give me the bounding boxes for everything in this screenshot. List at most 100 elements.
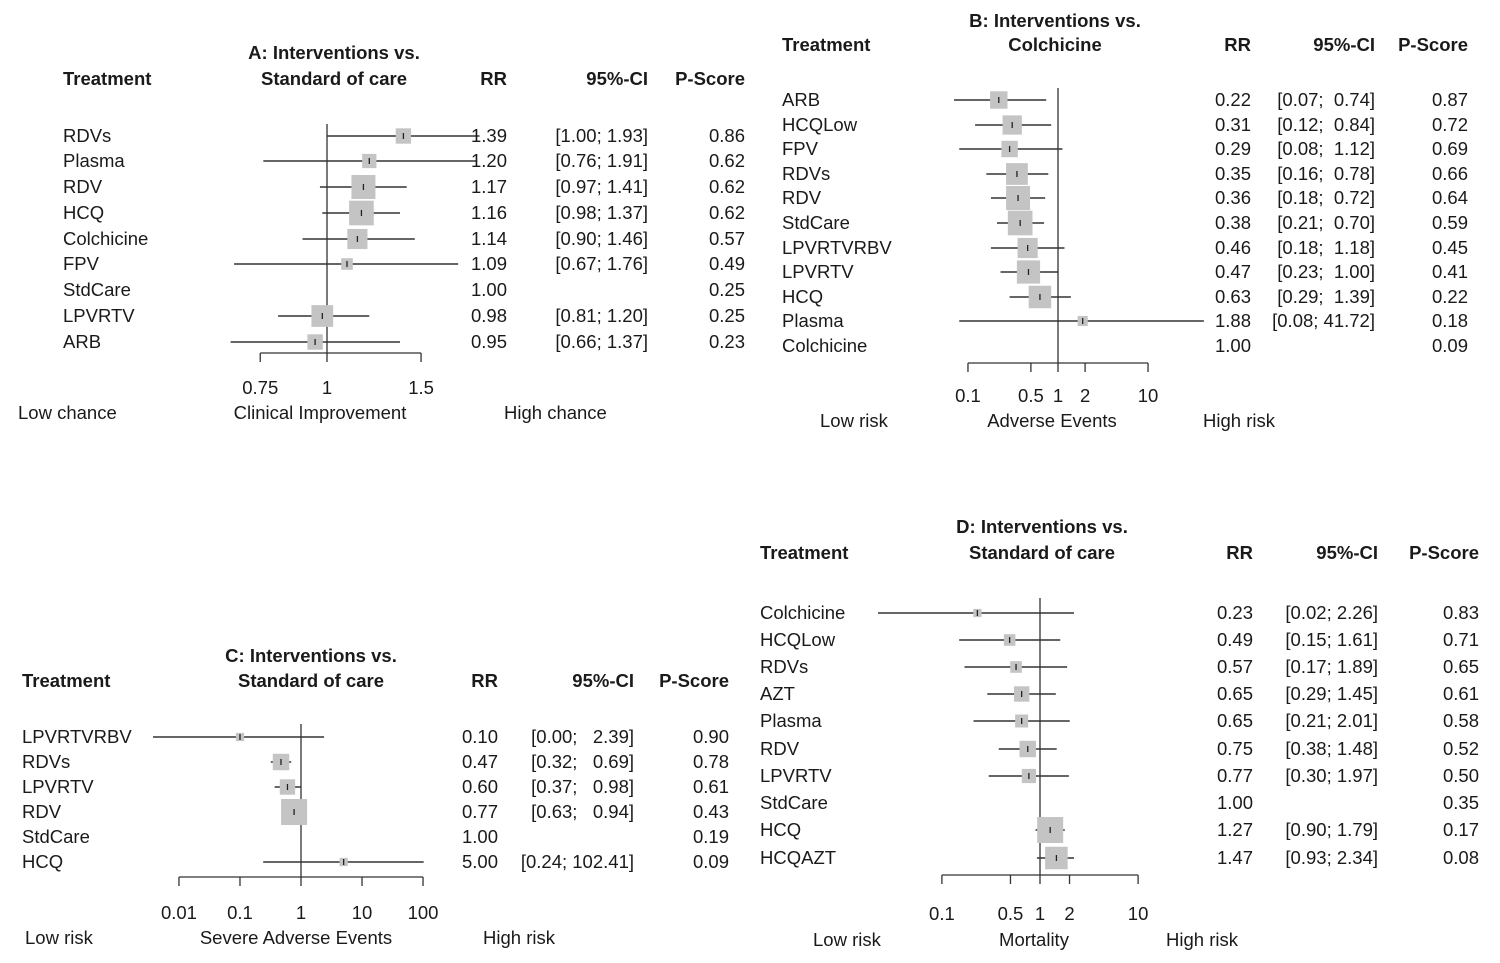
panel-c-header-ci: 95%-CI [572,670,634,691]
panel-b-ci-value: [0.07; 0.74] [1277,89,1375,110]
panel-b-x-tick-label: 0.1 [955,385,981,406]
panel-d-ci-value: [0.17; 1.89] [1285,656,1378,677]
panel-a-row-label: Colchicine [63,228,148,249]
panel-b-pscore-value: 0.69 [1432,138,1468,159]
panel-c-row-label: LPVRTV [22,776,94,797]
panel-d-rr-value: 0.65 [1217,683,1253,704]
panel-c-x-tick-label: 0.01 [161,902,197,923]
panel-c-x-axis-label: Severe Adverse Events [200,927,392,948]
panel-d-ci-value: [0.30; 1.97] [1285,765,1378,786]
panel-d-row-label: Plasma [760,710,822,731]
panel-d-x-tick-label: 1 [1035,903,1045,924]
panel-b-rr-value: 1.88 [1215,310,1251,331]
panel-a-pscore-value: 0.25 [709,279,745,300]
panel-a-left-direction-label: Low chance [18,402,117,423]
panel-d-ci-value: [0.02; 2.26] [1285,602,1378,623]
panel-d-row-label: RDVs [760,656,808,677]
panel-d-header-rr: RR [1226,542,1253,563]
panel-c-x-tick-label: 1 [296,902,306,923]
panel-c-x-tick-label: 0.1 [227,902,253,923]
panel-b-right-direction-label: High risk [1203,410,1276,431]
panel-a-ci-value: [0.98; 1.37] [555,202,648,223]
panel-d-pscore-value: 0.35 [1443,792,1479,813]
panel-b-title: B: Interventions vs. [969,10,1141,31]
panel-d-pscore-value: 0.50 [1443,765,1479,786]
panel-b-rr-value: 0.46 [1215,237,1251,258]
panel-a-ci-value: [0.67; 1.76] [555,253,648,274]
panel-c-x-tick-label: 10 [352,902,373,923]
panel-c-ci-value: [0.24; 102.41] [521,851,634,872]
panel-c-pscore-value: 0.61 [693,776,729,797]
panel-d-row-label: Colchicine [760,602,845,623]
panel-a-ci-value: [0.97; 1.41] [555,176,648,197]
panel-b-rr-value: 0.38 [1215,212,1251,233]
panel-a-x-tick-label: 1.5 [408,377,434,398]
panel-a-header-ci: 95%-CI [586,68,648,89]
panel-d-row-label: HCQLow [760,629,836,650]
panel-b-rr-value: 0.22 [1215,89,1251,110]
panel-b-ci-value: [0.21; 0.70] [1277,212,1375,233]
panel-a-x-tick-label: 0.75 [242,377,278,398]
panel-d-row-label: HCQ [760,819,801,840]
panel-b-x-tick-label: 1 [1053,385,1063,406]
panel-c-ci-value: [0.63; 0.94] [531,801,634,822]
panel-d-pscore-value: 0.58 [1443,710,1479,731]
panel-a-pscore-value: 0.49 [709,253,745,274]
panel-a-header-treatment: Treatment [63,68,151,89]
panel-d-ci-value: [0.29; 1.45] [1285,683,1378,704]
panel-b-ci-value: [0.29; 1.39] [1277,286,1375,307]
panel-b-ci-value: [0.08; 1.12] [1277,138,1375,159]
panel-c-pscore-value: 0.19 [693,826,729,847]
panel-b-ci-value: [0.23; 1.00] [1277,261,1375,282]
panel-c-rr-value: 0.47 [462,751,498,772]
panel-c-x-tick-label: 100 [408,902,439,923]
panel-d-pscore-value: 0.17 [1443,819,1479,840]
panel-b-ci-value: [0.08; 41.72] [1272,310,1375,331]
panel-d-rr-value: 0.23 [1217,602,1253,623]
panel-d-x-tick-label: 2 [1064,903,1074,924]
panel-a-ci-value: [0.76; 1.91] [555,150,648,171]
panel-d-rr-value: 0.49 [1217,629,1253,650]
panel-b-rr-value: 1.00 [1215,335,1251,356]
panel-b-header-pscore: P-Score [1398,34,1468,55]
panel-b-pscore-value: 0.45 [1432,237,1468,258]
panel-b-x-tick-label: 10 [1138,385,1159,406]
panel-b-rr-value: 0.31 [1215,114,1251,135]
panel-c-header-rr: RR [471,670,498,691]
panel-a-rr-value: 0.95 [471,331,507,352]
panel-c-rr-value: 1.00 [462,826,498,847]
panel-a-rr-value: 1.16 [471,202,507,223]
panel-c-right-direction-label: High risk [483,927,556,948]
panel-b-ci-value: [0.16; 0.78] [1277,163,1375,184]
panel-a-subtitle: Standard of care [261,68,407,89]
panel-b-row-label: Plasma [782,310,844,331]
panel-d-row-label: RDV [760,738,800,759]
panel-b-ci-value: [0.18; 0.72] [1277,187,1375,208]
panel-a-x-axis-label: Clinical Improvement [234,402,407,423]
panel-d-row-label: LPVRTV [760,765,832,786]
panel-d-subtitle: Standard of care [969,542,1115,563]
panel-a-rr-value: 1.14 [471,228,507,249]
panel-b-row-label: HCQ [782,286,823,307]
panel-b-rr-value: 0.47 [1215,261,1251,282]
panel-d-x-axis-label: Mortality [999,929,1070,950]
panel-d-rr-value: 1.47 [1217,847,1253,868]
panel-a-ci-value: [1.00; 1.93] [555,125,648,146]
panel-a-rr-value: 1.00 [471,279,507,300]
panel-d-header-treatment: Treatment [760,542,848,563]
panel-a-row-label: Plasma [63,150,125,171]
panel-b-pscore-value: 0.41 [1432,261,1468,282]
panel-d-rr-value: 0.65 [1217,710,1253,731]
panel-c-row-label: HCQ [22,851,63,872]
panel-b-rr-value: 0.36 [1215,187,1251,208]
panel-d-ci-value: [0.90; 1.79] [1285,819,1378,840]
panel-b-pscore-value: 0.18 [1432,310,1468,331]
panel-a-rr-value: 0.98 [471,305,507,326]
panel-b-rr-value: 0.29 [1215,138,1251,159]
panel-c-pscore-value: 0.09 [693,851,729,872]
panel-b-pscore-value: 0.87 [1432,89,1468,110]
panel-a-row-label: FPV [63,253,100,274]
panel-a-rr-value: 1.09 [471,253,507,274]
panel-a-pscore-value: 0.62 [709,150,745,171]
